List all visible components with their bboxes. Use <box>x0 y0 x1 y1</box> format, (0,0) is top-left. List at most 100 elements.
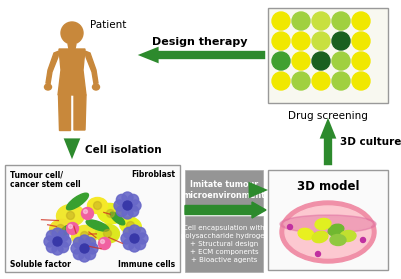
Text: 3D model: 3D model <box>297 180 359 193</box>
Text: Cell isolation: Cell isolation <box>85 145 162 155</box>
Circle shape <box>360 237 365 242</box>
Circle shape <box>312 32 330 50</box>
Polygon shape <box>58 95 70 130</box>
Circle shape <box>129 241 140 252</box>
Circle shape <box>352 32 370 50</box>
Circle shape <box>272 32 290 50</box>
Circle shape <box>352 52 370 70</box>
Ellipse shape <box>280 201 376 263</box>
Ellipse shape <box>110 212 125 225</box>
Circle shape <box>332 32 350 50</box>
Circle shape <box>312 52 330 70</box>
Circle shape <box>130 200 141 211</box>
Text: Imitate tumour
microenvironment: Imitate tumour microenvironment <box>182 180 265 200</box>
Circle shape <box>58 230 69 241</box>
Circle shape <box>288 225 292 230</box>
Ellipse shape <box>330 234 346 246</box>
Circle shape <box>60 236 71 247</box>
Circle shape <box>61 22 83 44</box>
Circle shape <box>53 237 62 246</box>
Circle shape <box>332 12 350 30</box>
Circle shape <box>292 52 310 70</box>
Circle shape <box>292 12 310 30</box>
Ellipse shape <box>120 217 141 234</box>
Circle shape <box>57 225 65 232</box>
Circle shape <box>130 234 139 243</box>
Circle shape <box>128 206 139 217</box>
FancyBboxPatch shape <box>185 170 263 210</box>
Circle shape <box>272 12 290 30</box>
Circle shape <box>332 72 350 90</box>
Circle shape <box>81 232 89 239</box>
Circle shape <box>124 239 134 250</box>
Ellipse shape <box>57 205 85 227</box>
Text: Fibroblast: Fibroblast <box>131 170 175 179</box>
Circle shape <box>85 237 96 248</box>
Ellipse shape <box>71 225 97 246</box>
FancyBboxPatch shape <box>268 8 388 103</box>
Circle shape <box>58 242 69 253</box>
Polygon shape <box>58 49 86 95</box>
Circle shape <box>124 227 134 238</box>
Circle shape <box>73 249 84 260</box>
Ellipse shape <box>55 225 69 242</box>
Ellipse shape <box>340 230 356 242</box>
Circle shape <box>272 72 290 90</box>
Text: Soluble factor: Soluble factor <box>10 260 71 269</box>
Circle shape <box>79 251 90 262</box>
Circle shape <box>332 52 350 70</box>
Circle shape <box>116 194 128 205</box>
Ellipse shape <box>86 220 109 231</box>
Ellipse shape <box>50 219 71 238</box>
Circle shape <box>71 243 82 254</box>
Circle shape <box>121 233 132 244</box>
Circle shape <box>93 201 101 210</box>
Circle shape <box>69 225 73 229</box>
Circle shape <box>135 239 146 250</box>
Circle shape <box>114 200 125 211</box>
Circle shape <box>101 239 105 244</box>
Circle shape <box>122 192 133 203</box>
Text: Cell encapsulation with
polysaccharide hydrogel
+ Structural design
+ ECM compon: Cell encapsulation with polysaccharide h… <box>181 225 267 263</box>
Circle shape <box>44 236 55 247</box>
Circle shape <box>316 251 320 256</box>
Circle shape <box>47 242 57 253</box>
FancyBboxPatch shape <box>5 165 180 272</box>
Circle shape <box>85 249 96 260</box>
Circle shape <box>292 72 310 90</box>
Circle shape <box>352 12 370 30</box>
Text: Tumour cell/
cancer stem cell: Tumour cell/ cancer stem cell <box>10 170 81 189</box>
Ellipse shape <box>328 224 344 236</box>
Polygon shape <box>185 202 266 218</box>
Circle shape <box>123 201 132 210</box>
Ellipse shape <box>45 84 51 90</box>
Text: Design therapy: Design therapy <box>152 37 248 47</box>
Text: Immune cells: Immune cells <box>118 260 175 269</box>
Circle shape <box>83 210 87 213</box>
Circle shape <box>67 222 79 235</box>
Circle shape <box>312 12 330 30</box>
Ellipse shape <box>285 206 371 258</box>
Polygon shape <box>68 44 76 49</box>
Circle shape <box>67 211 75 220</box>
Circle shape <box>87 243 98 254</box>
Circle shape <box>73 237 84 248</box>
FancyBboxPatch shape <box>268 170 388 270</box>
Circle shape <box>352 72 370 90</box>
Ellipse shape <box>284 217 372 231</box>
Ellipse shape <box>280 215 376 233</box>
Circle shape <box>99 237 111 249</box>
Text: Patient: Patient <box>90 20 126 30</box>
Circle shape <box>47 230 57 241</box>
Ellipse shape <box>93 84 99 90</box>
Ellipse shape <box>95 224 119 243</box>
Ellipse shape <box>298 228 314 240</box>
Circle shape <box>79 235 90 246</box>
Text: Drug screening: Drug screening <box>288 111 368 121</box>
Polygon shape <box>74 95 86 130</box>
Circle shape <box>52 244 63 255</box>
Ellipse shape <box>87 198 107 213</box>
Circle shape <box>129 225 140 236</box>
Circle shape <box>107 210 115 218</box>
Circle shape <box>312 72 330 90</box>
